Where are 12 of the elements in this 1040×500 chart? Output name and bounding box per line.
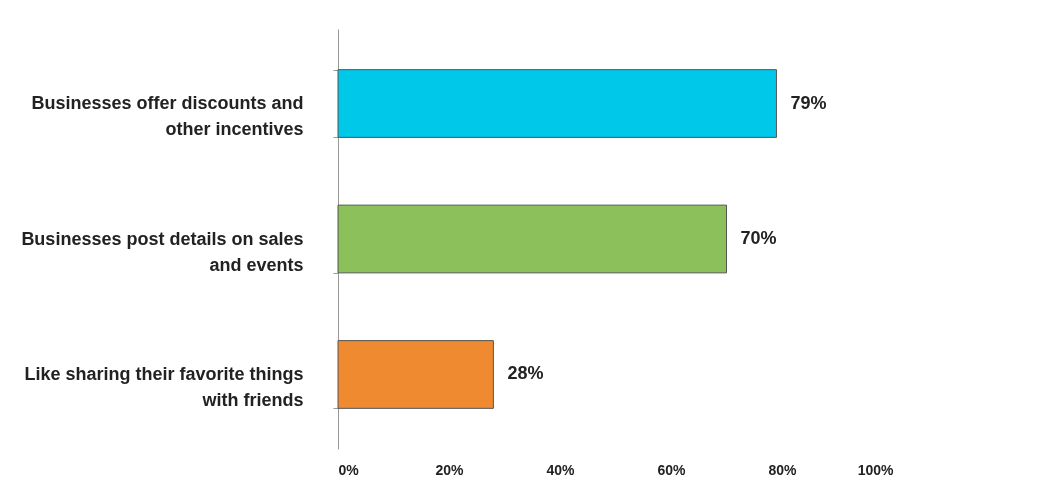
x-tick-label: 80% bbox=[768, 461, 798, 478]
y-tick-label: Businesses offer discounts and other incentives bbox=[31, 93, 304, 140]
x-tick-label: 100% bbox=[857, 461, 895, 478]
data-label: 79% bbox=[790, 92, 827, 113]
x-tick-label: 20% bbox=[435, 461, 465, 478]
y-tick-label: Like sharing their favorite things with friends bbox=[24, 363, 304, 410]
x-tick-label: 40% bbox=[546, 461, 576, 478]
data-label: 70% bbox=[740, 228, 777, 248]
y-tick-label: Businesses post details on sales and events bbox=[21, 228, 304, 275]
x-tick-label: 0% bbox=[338, 461, 360, 478]
x-tick-label: 60% bbox=[657, 461, 687, 478]
data-label: 28% bbox=[507, 363, 544, 384]
